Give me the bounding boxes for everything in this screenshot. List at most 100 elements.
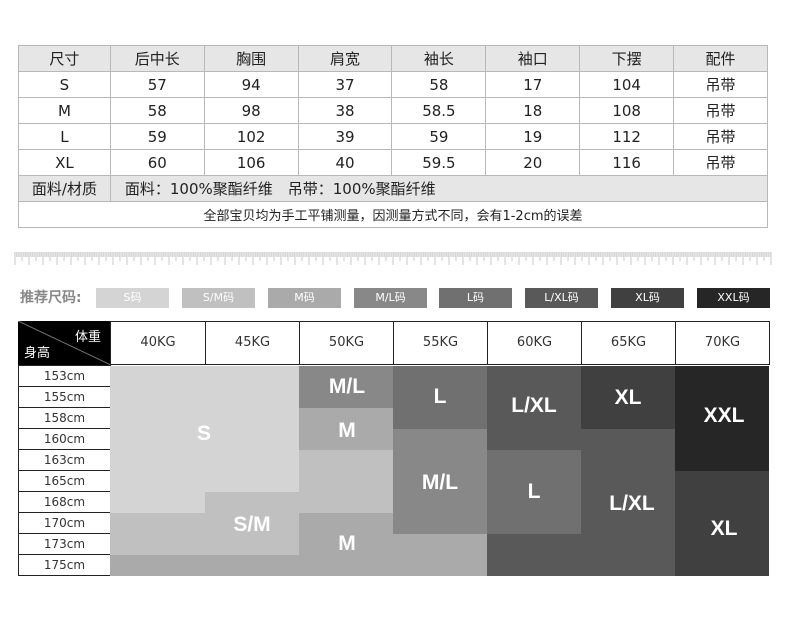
- size-zone: [110, 513, 205, 555]
- weight-header: 60KG: [487, 321, 582, 365]
- legend-swatch: M/L码: [354, 288, 427, 308]
- header-cell: 尺寸: [18, 45, 111, 72]
- material-value: 面料：100%聚酯纤维 吊带：100%聚酯纤维: [109, 175, 769, 202]
- spec-cell: 17: [485, 71, 581, 98]
- height-row-label: 153cm: [18, 365, 111, 387]
- weight-header: 50KG: [299, 321, 394, 365]
- spec-cell: 吊带: [673, 71, 768, 98]
- measurement-note: 全部宝贝均为手工平铺测量，因测量方式不同，会有1-2cm的误差: [18, 201, 768, 228]
- height-row-label: 173cm: [18, 533, 111, 555]
- legend-swatch: XL码: [611, 288, 684, 308]
- size-zone-label: M/L: [328, 375, 366, 398]
- spec-table: 尺寸 后中长 胸围 肩宽 袖长 袖口 下摆 配件 S 57 94 37 58 17 104 吊…: [18, 45, 769, 228]
- weight-header: 70KG: [675, 321, 770, 365]
- size-zone-label: XL: [614, 386, 642, 409]
- spec-cell: 98: [203, 97, 299, 124]
- header-cell: 下摆: [579, 45, 675, 72]
- size-recommendation-grid: 体重 身高 40KG 45KG 50KG 55KG 60KG 65KG 70KG 153cm 1…: [18, 321, 770, 576]
- legend-label: 推荐尺码:: [20, 290, 82, 306]
- size-zone: [299, 408, 393, 450]
- height-row-label: 165cm: [18, 470, 111, 492]
- spec-cell: M: [18, 97, 111, 124]
- spec-cell: 59.5: [391, 149, 487, 176]
- spec-cell: 57: [109, 71, 205, 98]
- spec-cell: 102: [203, 123, 299, 150]
- spec-cell: 40: [297, 149, 393, 176]
- size-zone-label: M/L: [421, 471, 459, 494]
- spec-cell: 58: [391, 71, 487, 98]
- height-row-label: 170cm: [18, 512, 111, 534]
- spec-cell: 106: [203, 149, 299, 176]
- size-zone-label: L/XL: [511, 394, 557, 417]
- grid-corner: 体重 身高: [18, 321, 111, 365]
- spec-cell: 94: [203, 71, 299, 98]
- material-row: 面料/材质 面料：100%聚酯纤维 吊带：100%聚酯纤维: [18, 175, 769, 202]
- size-zone: [393, 429, 487, 534]
- weight-header: 65KG: [581, 321, 676, 365]
- spec-cell: 20: [485, 149, 581, 176]
- header-cell: 配件: [673, 45, 768, 72]
- header-cell: 袖口: [485, 45, 581, 72]
- weight-header: 40KG: [110, 321, 206, 365]
- height-axis-label: 身高: [24, 346, 51, 361]
- size-zone-label: M: [338, 419, 356, 442]
- spec-cell: 吊带: [673, 149, 768, 176]
- spec-cell: 19: [485, 123, 581, 150]
- size-zone-label: L: [527, 480, 541, 503]
- spec-cell: 112: [579, 123, 675, 150]
- size-zone: [393, 366, 487, 429]
- size-zone: [205, 492, 299, 555]
- size-zone: [393, 534, 487, 576]
- size-zone: [487, 450, 581, 534]
- spec-cell: 116: [579, 149, 675, 176]
- height-row-label: 175cm: [18, 554, 111, 576]
- legend-swatch: S/M码: [182, 288, 255, 308]
- header-cell: 肩宽: [297, 45, 393, 72]
- size-zone: [205, 366, 299, 492]
- spec-cell: 104: [579, 71, 675, 98]
- size-zone: [487, 366, 581, 450]
- note-row: 全部宝贝均为手工平铺测量，因测量方式不同，会有1-2cm的误差: [18, 201, 768, 228]
- size-zone: [581, 366, 675, 429]
- header-cell: 袖长: [391, 45, 487, 72]
- size-zone: [299, 513, 393, 576]
- legend-swatch: L/XL码: [525, 288, 598, 308]
- size-zone: [487, 534, 581, 576]
- header-cell: 后中长: [109, 45, 205, 72]
- spec-cell: 38: [297, 97, 393, 124]
- spec-cell: 39: [297, 123, 393, 150]
- spec-cell: S: [18, 71, 111, 98]
- size-zone-label: S: [196, 422, 212, 445]
- spec-row: M 58 98 38 58.5 18 108 吊带: [18, 97, 768, 124]
- size-zone: [675, 366, 769, 471]
- spec-cell: 58: [109, 97, 205, 124]
- spec-row: S 57 94 37 58 17 104 吊带: [18, 71, 768, 98]
- height-row-label: 168cm: [18, 491, 111, 513]
- size-zone: [299, 366, 393, 408]
- size-zone-label: XXL: [703, 404, 745, 427]
- size-zone: [675, 471, 769, 576]
- weight-header: 45KG: [205, 321, 300, 365]
- spec-cell: 60: [109, 149, 205, 176]
- spec-row: L 59 102 39 59 19 112 吊带: [18, 123, 768, 150]
- material-label: 面料/材质: [18, 175, 111, 202]
- size-zone-label: XL: [710, 517, 738, 540]
- legend-swatch: XXL码: [697, 288, 770, 308]
- size-zone-label: L: [433, 385, 447, 408]
- size-zone: [110, 366, 205, 513]
- spec-cell: 108: [579, 97, 675, 124]
- recommended-size-legend: 推荐尺码: S码 S/M码 M码 M/L码 L码 L/XL码 XL码 XXL码: [20, 288, 780, 308]
- size-zone-label: M: [338, 532, 356, 555]
- spec-cell: 吊带: [673, 97, 768, 124]
- legend-swatch: M码: [268, 288, 341, 308]
- spec-cell: 59: [109, 123, 205, 150]
- spec-row: XL 60 106 40 59.5 20 116 吊带: [18, 149, 768, 176]
- height-row-label: 155cm: [18, 386, 111, 408]
- spec-cell: 58.5: [391, 97, 487, 124]
- spec-header-row: 尺寸 后中长 胸围 肩宽 袖长 袖口 下摆 配件: [18, 45, 768, 72]
- legend-swatch: L码: [439, 288, 512, 308]
- size-zone: [299, 450, 393, 513]
- weight-axis-label: 体重: [74, 330, 101, 345]
- spec-cell: L: [18, 123, 111, 150]
- height-row-label: 163cm: [18, 449, 111, 471]
